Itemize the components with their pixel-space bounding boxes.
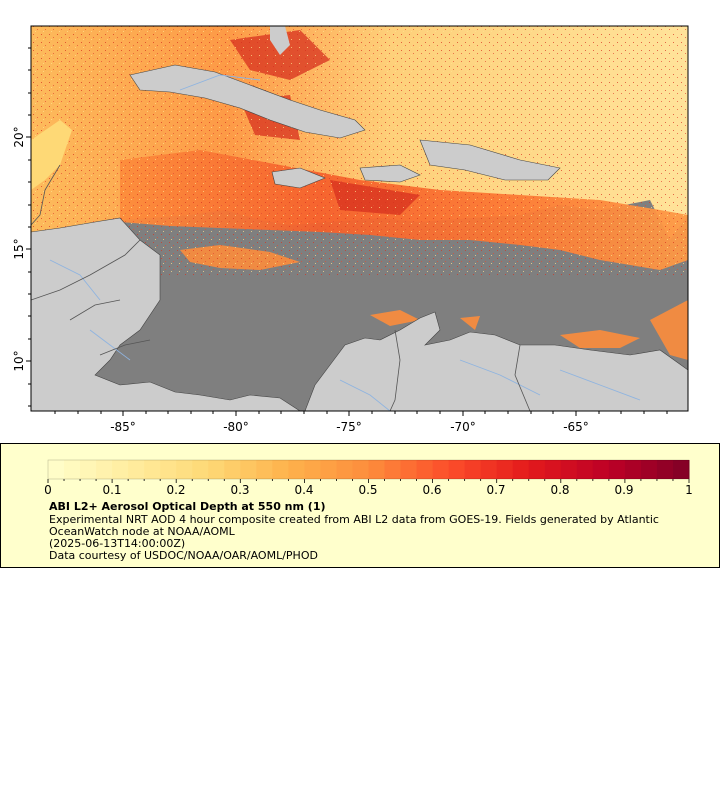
- colorbar-cell: [592, 460, 610, 479]
- land-cuba: [129, 64, 366, 139]
- colorbar-cell: [144, 460, 161, 479]
- colorbar-cell: [272, 460, 289, 479]
- colorbar-cell: [608, 460, 626, 479]
- colorbar-cells: [48, 460, 690, 479]
- lon-axis: [54, 411, 668, 416]
- colorbar-cell: [256, 460, 273, 479]
- colorbar-cell: [352, 460, 369, 479]
- colorbar-cell: [96, 460, 113, 479]
- colorbar-cell: [528, 460, 546, 479]
- colorbar-cell: [656, 460, 674, 479]
- colorbar-cell: [400, 460, 418, 479]
- colorbar-cell: [112, 460, 129, 479]
- colorbar-cell: [64, 460, 81, 479]
- lon-tick-label: -80°: [223, 420, 249, 434]
- colorbar-tick-label: 0.9: [614, 483, 633, 497]
- colorbar-cell: [80, 460, 97, 479]
- colorbar-tick-label: 0: [44, 483, 52, 497]
- colorbar-cell: [672, 460, 690, 479]
- lat-tick-label: 10°: [12, 350, 26, 371]
- colorbar-cell: [640, 460, 658, 479]
- colorbar-cell: [240, 460, 257, 479]
- colorbar-cell: [576, 460, 594, 479]
- land-yucatan: [31, 120, 72, 190]
- colorbar-cell: [416, 460, 434, 479]
- colorbar-cell: [304, 460, 321, 479]
- colorbar-cell: [496, 460, 514, 479]
- colorbar-cell: [192, 460, 209, 479]
- colorbar-cell: [288, 460, 305, 479]
- colorbar-cell: [384, 460, 402, 479]
- colorbar-cell: [368, 460, 386, 479]
- colorbar-cell: [432, 460, 450, 479]
- legend-credit: Data courtesy of USDOC/NOAA/OAR/AOML/PHO…: [49, 549, 318, 562]
- colorbar-cell: [544, 460, 562, 479]
- land-central-america: [31, 217, 301, 411]
- colorbar-tick-label: 0.8: [550, 483, 569, 497]
- colorbar-cell: [176, 460, 193, 479]
- lon-tick-label: -70°: [450, 420, 476, 434]
- land-florida-keys: [270, 26, 290, 55]
- legend-time: (2025-06-13T14:00:00Z): [49, 537, 186, 550]
- legend-title: ABI L2+ Aerosol Optical Depth at 550 nm …: [49, 500, 326, 513]
- colorbar-cell: [480, 460, 498, 479]
- legend-panel: 0 0.1 0.2 0.3 0.4 0.5 0.6 0.7 0.8 0.9 1 …: [0, 443, 720, 568]
- map-figure: 20° 15° 10° -85° -80° -75° -70° -65°: [12, 25, 689, 434]
- colorbar: 0 0.1 0.2 0.3 0.4 0.5 0.6 0.7 0.8 0.9 1: [44, 459, 693, 497]
- land-bahamas: [419, 139, 561, 181]
- colorbar-cell: [160, 460, 177, 479]
- lon-tick-label: -75°: [336, 420, 362, 434]
- colorbar-cell: [224, 460, 241, 479]
- colorbar-cell: [464, 460, 482, 479]
- lat-axis: [26, 47, 31, 407]
- lat-tick-label: 15°: [12, 238, 26, 259]
- land-hispaniola-jamaica: [271, 164, 421, 189]
- colorbar-tick-label: 0.4: [294, 483, 313, 497]
- colorbar-cell: [208, 460, 225, 479]
- colorbar-cell: [336, 460, 353, 479]
- colorbar-tick-label: 0.3: [230, 483, 249, 497]
- rivers: [49, 74, 641, 411]
- colorbar-cell: [48, 460, 65, 479]
- country-borders: [31, 164, 531, 411]
- colorbar-cell: [448, 460, 466, 479]
- land-south-america: [304, 311, 688, 411]
- map-frame: [30, 25, 689, 412]
- colorbar-tick-label: 0.7: [486, 483, 505, 497]
- lon-tick-label: -85°: [110, 420, 136, 434]
- colorbar-tick-label: 1: [685, 483, 693, 497]
- colorbar-cell: [128, 460, 145, 479]
- colorbar-cell: [320, 460, 337, 479]
- colorbar-cell: [560, 460, 578, 479]
- aod-speckle: [31, 26, 688, 276]
- colorbar-tick-label: 0.2: [166, 483, 185, 497]
- lon-tick-label: -65°: [563, 420, 589, 434]
- colorbar-cell: [624, 460, 642, 479]
- lat-tick-label: 20°: [12, 126, 26, 147]
- colorbar-ticks: [47, 479, 690, 483]
- colorbar-cell: [512, 460, 530, 479]
- colorbar-tick-label: 0.6: [422, 483, 441, 497]
- legend-description: Experimental NRT AOD 4 hour composite cr…: [49, 513, 659, 538]
- colorbar-tick-label: 0.5: [358, 483, 377, 497]
- colorbar-tick-label: 0.1: [102, 483, 121, 497]
